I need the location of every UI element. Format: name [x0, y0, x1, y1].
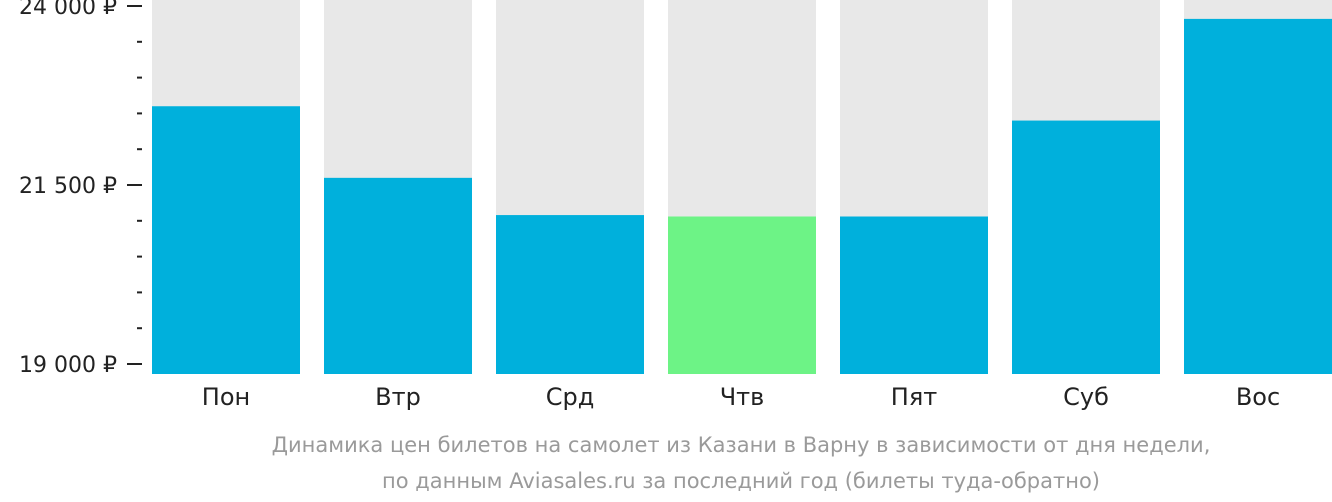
- x-axis-labels: Пон Втр Срд Чтв Пят Суб Вос: [202, 383, 1280, 411]
- bar-0: [152, 106, 300, 375]
- x-tick-label: Срд: [546, 383, 595, 411]
- chart-caption-line-2: по данным Aviasales.ru за последний год …: [382, 469, 1100, 493]
- bar-1: [324, 177, 472, 374]
- y-tick-label: 21 500 ₽: [19, 174, 117, 199]
- bar-3: [668, 216, 816, 374]
- x-tick-label: Втр: [375, 383, 421, 411]
- y-tick-label: 24 000 ₽: [19, 0, 117, 20]
- bar-4: [840, 216, 988, 374]
- x-tick-label: Суб: [1063, 383, 1109, 411]
- x-tick-label: Вос: [1236, 383, 1280, 411]
- y-tick-label: 19 000 ₽: [19, 353, 117, 378]
- x-tick-label: Пон: [202, 383, 250, 411]
- chart-caption-line-1: Динамика цен билетов на самолет из Казан…: [272, 433, 1211, 457]
- bars-layer: [152, 0, 1332, 375]
- bar-2: [496, 215, 644, 374]
- bar-6: [1184, 18, 1332, 374]
- x-tick-label: Чтв: [720, 383, 765, 411]
- x-tick-label: Пят: [891, 383, 937, 411]
- y-axis: 24 000 ₽ 21 500 ₽ 19 000 ₽: [19, 0, 142, 378]
- bar-5: [1012, 120, 1160, 374]
